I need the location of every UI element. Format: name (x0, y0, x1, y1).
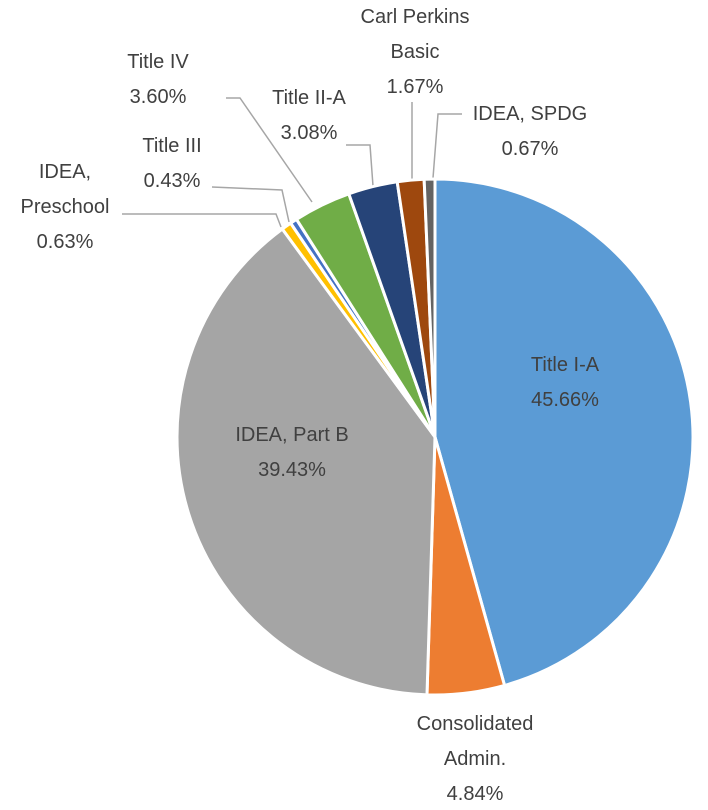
pie-slice (175, 227, 437, 697)
pie-slice (422, 177, 437, 439)
category-label: IDEA, Preschool (20, 161, 110, 218)
value-label: 4.84% (446, 783, 504, 805)
category-label: Title I-A (530, 354, 600, 376)
slice-label: Title III 0.43% (112, 129, 232, 199)
category-label: Carl Perkins Basic (360, 6, 470, 63)
category-label: Consolidated Admin. (416, 713, 534, 770)
leader-line (432, 113, 462, 179)
category-label: IDEA, SPDG (472, 103, 588, 125)
leader-line (226, 97, 313, 203)
slice-label: Title I-A 45.66% (485, 348, 645, 418)
category-label: Title II-A (272, 87, 346, 109)
value-label: 0.63% (36, 231, 94, 253)
slice-label: Consolidated Admin. 4.84% (390, 707, 560, 810)
leader-line (122, 213, 282, 228)
value-label: 45.66% (531, 389, 599, 411)
category-label: Title IV (127, 51, 189, 73)
value-label: 0.43% (143, 170, 201, 192)
slice-label: IDEA, SPDG 0.67% (455, 97, 605, 167)
value-label: 1.67% (386, 76, 444, 98)
slice-label: Title IV 3.60% (98, 45, 218, 115)
value-label: 3.60% (129, 86, 187, 108)
leader-line (211, 186, 290, 223)
category-label: IDEA, Part B (235, 424, 349, 446)
slice-label: Title II-A 3.08% (249, 81, 369, 151)
value-label: 0.67% (501, 138, 559, 160)
pie-slice (433, 177, 695, 687)
slice-label: Carl Perkins Basic 1.67% (350, 0, 480, 105)
slice-label: IDEA, Preschool 0.63% (10, 155, 120, 260)
leader-line (346, 144, 374, 187)
slice-label: IDEA, Part B 39.43% (192, 418, 392, 488)
value-label: 39.43% (258, 459, 326, 481)
leader-lines (122, 97, 462, 228)
value-label: 3.08% (280, 122, 338, 144)
category-label: Title III (142, 135, 202, 157)
